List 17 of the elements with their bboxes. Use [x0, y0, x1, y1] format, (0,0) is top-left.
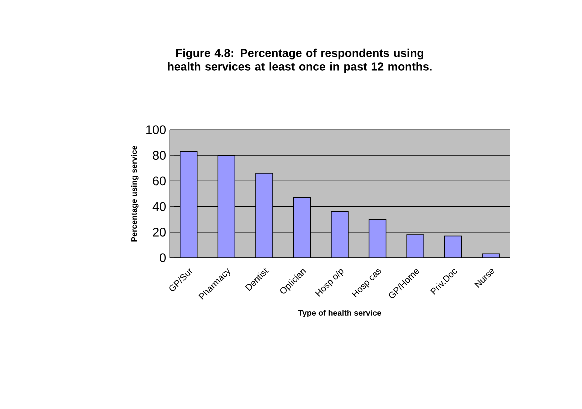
y-tick-label: 60 — [153, 176, 166, 186]
bar — [180, 151, 198, 258]
bar — [331, 212, 349, 258]
y-tick-label: 80 — [153, 151, 166, 160]
y-tick-label: 20 — [153, 228, 166, 237]
y-axis-title: Percentage using service — [131, 146, 139, 242]
chart-title: Figure 4.8: Percentage of respondents using health services at least once in past 12 months. — [168, 48, 432, 74]
bar — [218, 155, 236, 258]
bar — [368, 219, 387, 258]
bar — [406, 234, 424, 258]
x-axis-title: Type of health service — [298, 310, 382, 318]
bar — [444, 236, 462, 258]
y-tick-label: 0 — [160, 254, 166, 262]
bar — [293, 197, 312, 258]
y-tick-label: 40 — [152, 202, 166, 212]
y-tick-label: 100 — [146, 126, 166, 134]
bar — [256, 173, 274, 258]
